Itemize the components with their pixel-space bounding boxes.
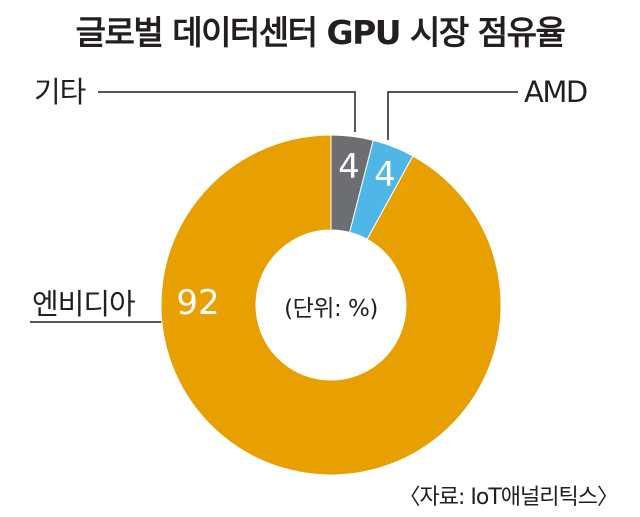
slice-label-etc: 기타 xyxy=(34,75,86,109)
unit-note: (단위: %) xyxy=(284,296,378,322)
leader-line-amd xyxy=(387,91,518,140)
chart-title: 글로벌 데이터센터 GPU 시장 점유율 xyxy=(75,13,566,52)
slice-label-amd: AMD xyxy=(524,75,587,109)
slice-nvidia xyxy=(160,134,502,476)
slice-value-nvidia: 92 xyxy=(176,283,219,323)
slice-value-etc: 4 xyxy=(338,147,360,187)
slice-value-amd: 4 xyxy=(374,155,396,195)
leader-line-etc xyxy=(98,91,356,132)
slice-label-nvidia: 엔비디아 xyxy=(32,287,135,321)
source-note: 〈자료: IoT애널리틱스〉 xyxy=(398,485,619,510)
